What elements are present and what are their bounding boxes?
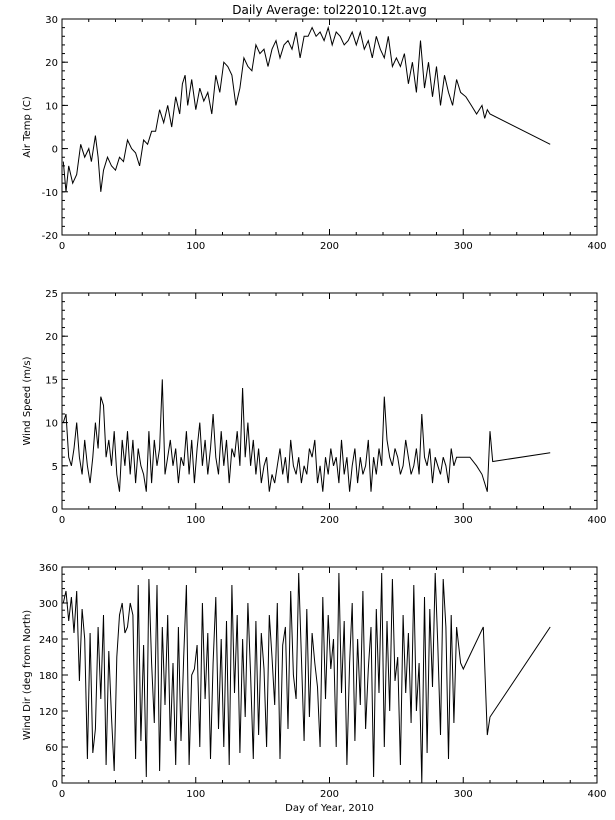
wind-speed-x-tick-label: 0 [59, 515, 65, 526]
wind-dir-series-line [62, 572, 551, 784]
panel-air-temp: 0 100 200 300 400 -20 -10 0 10 20 30 Air Temp (C) Da… [22, 3, 607, 252]
panel-wind-dir: 0 100 200 300 400 0 60 120 180 240 300 360 Wind Dir … [22, 563, 607, 814]
wind-speed-y-tick-label: 20 [45, 332, 58, 343]
wind-dir-x-tick-label: 200 [320, 789, 339, 800]
wind-dir-y-tick-label: 60 [45, 743, 58, 754]
air-temp-x-tick-label: 0 [59, 241, 65, 252]
air-temp-y-tick-label: 0 [52, 145, 58, 156]
wind-speed-x-tick-label: 300 [454, 515, 473, 526]
wind-speed-y-tick-label: 15 [45, 375, 58, 386]
air-temp-y-tick-label: 30 [45, 15, 58, 26]
wind-speed-y-tick-label: 0 [52, 505, 58, 516]
wind-dir-x-tick-label: 0 [59, 789, 65, 800]
wind-speed-x-tick-label: 100 [186, 515, 205, 526]
wind-speed-y-axis-title: Wind Speed (m/s) [22, 356, 33, 445]
wind-dir-y-tick-label: 240 [39, 635, 58, 646]
wind-dir-y-tick-label: 360 [39, 563, 58, 574]
air-temp-x-tick-label: 400 [587, 241, 606, 252]
wind-dir-x-tick-label: 100 [186, 789, 205, 800]
wind-speed-series-line [62, 379, 551, 492]
wind-dir-y-tick-label: 300 [39, 599, 58, 610]
air-temp-chart-title: Daily Average: tol22010.12t.avg [232, 3, 427, 17]
air-temp-x-tick-label: 200 [320, 241, 339, 252]
wind-dir-y-axis-title: Wind Dir (deg from North) [22, 610, 33, 740]
wind-dir-x-axis-title: Day of Year, 2010 [285, 803, 374, 814]
wind-dir-x-tick-label: 400 [587, 789, 606, 800]
panel-wind-speed: 0 100 200 300 400 0 5 10 15 20 25 Wind Speed (m/s) [22, 289, 607, 526]
wind-dir-x-tick-label: 300 [454, 789, 473, 800]
air-temp-x-tick-label: 100 [186, 241, 205, 252]
wind-dir-plot-frame [61, 566, 598, 784]
air-temp-series-line [62, 25, 551, 192]
wind-speed-y-tick-label: 10 [45, 419, 58, 430]
wind-speed-y-tick-label: 5 [52, 462, 58, 473]
air-temp-x-tick-label: 300 [454, 241, 473, 252]
air-temp-y-tick-label: 20 [45, 58, 58, 69]
wind-dir-y-tick-label: 180 [39, 671, 58, 682]
air-temp-y-tick-label: 10 [45, 101, 58, 112]
air-temp-y-tick-label: -20 [42, 231, 58, 242]
wind-speed-x-tick-label: 400 [587, 515, 606, 526]
wind-speed-x-tick-label: 200 [320, 515, 339, 526]
wind-speed-y-tick-label: 25 [45, 289, 58, 300]
wind-dir-y-tick-label: 120 [39, 707, 58, 718]
air-temp-y-tick-label: -10 [42, 188, 58, 199]
wind-dir-y-tick-label: 0 [52, 779, 58, 790]
air-temp-y-axis-title: Air Temp (C) [22, 96, 33, 158]
wind-speed-plot-frame [61, 292, 598, 510]
